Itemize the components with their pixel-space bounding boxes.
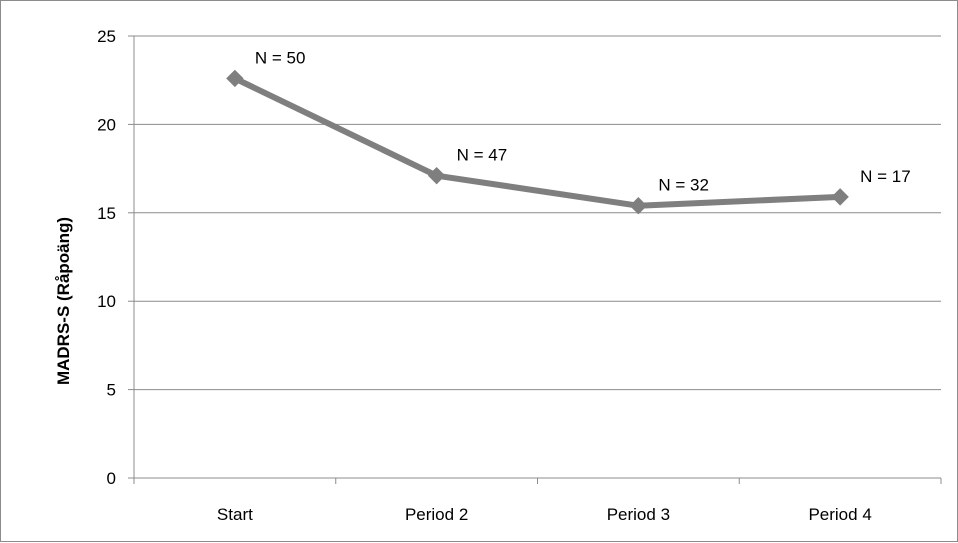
gridlines xyxy=(134,35,941,391)
data-point-marker xyxy=(427,166,446,185)
data-label: N = 47 xyxy=(457,146,508,165)
x-tick-label: Period 4 xyxy=(808,505,871,524)
x-tick-label: Period 3 xyxy=(607,505,670,524)
data-point-marker xyxy=(629,197,648,215)
y-tick-label: 0 xyxy=(107,469,116,488)
axes: 0 5 10 15 20 25 Start Period 2 Period 3 Period 4 xyxy=(97,27,942,524)
y-tick-label: 10 xyxy=(97,292,116,311)
y-tick-label: 25 xyxy=(97,27,116,46)
series-line xyxy=(231,75,844,209)
series-group: N = 50 N = 47 N = 32 N = 17 xyxy=(226,48,911,215)
data-point-marker xyxy=(831,188,849,206)
y-tick-label: 5 xyxy=(107,381,116,400)
x-tick-label: Period 2 xyxy=(405,505,468,524)
y-tick-label: 15 xyxy=(97,204,116,223)
y-tick-label: 20 xyxy=(97,115,116,134)
data-point-marker xyxy=(226,69,244,88)
data-label: N = 50 xyxy=(255,48,306,67)
x-tick-label: Start xyxy=(217,505,253,524)
data-label: N = 32 xyxy=(658,176,709,195)
data-label: N = 17 xyxy=(860,167,911,186)
y-axis-title: MADRS-S (Råpoäng) xyxy=(54,217,73,385)
